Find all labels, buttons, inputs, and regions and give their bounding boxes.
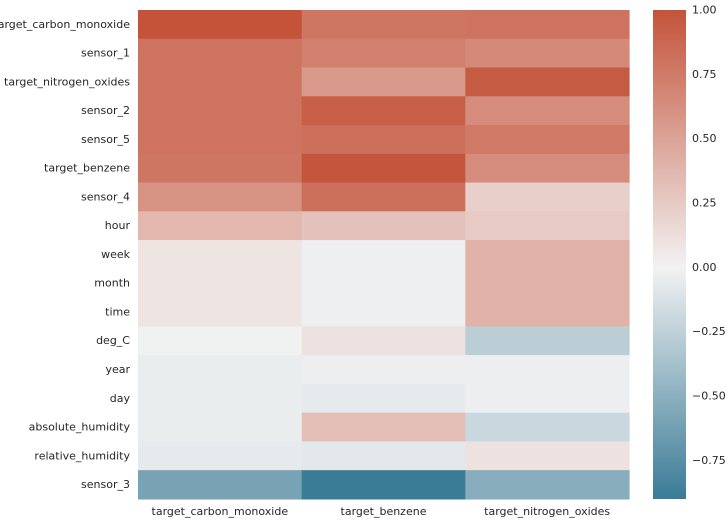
cell-target-carbon-monoxide-target-benzene — [301, 10, 466, 40]
cell-sensor-2-target-carbon-monoxide — [138, 96, 303, 126]
cell-day-target-nitrogen-oxides — [465, 383, 630, 414]
y-tick-label: sensor_5 — [81, 133, 130, 146]
y-tick-label: week — [101, 248, 131, 261]
x-tick-labels: target_carbon_monoxide target_benzene targ… — [152, 505, 611, 518]
cell-sensor-1-target-carbon-monoxide — [138, 38, 303, 69]
cell-sensor-5-target-benzene — [301, 125, 466, 155]
cell-target-benzene-target-carbon-monoxide — [138, 153, 303, 184]
cell-relative-humidity-target-benzene — [301, 441, 466, 471]
cell-time-target-carbon-monoxide — [138, 297, 303, 327]
cell-sensor-2-target-benzene — [301, 96, 466, 126]
y-tick-label: sensor_4 — [81, 190, 130, 203]
y-tick-label: absolute_humidity — [29, 421, 131, 434]
cell-target-nitrogen-oxides-target-nitrogen-oxides — [465, 67, 630, 97]
cell-target-carbon-monoxide-target-nitrogen-oxides — [465, 10, 630, 40]
y-tick-labels: target_carbon_monoxide sensor_1 target_nit… — [0, 18, 131, 491]
cell-sensor-3-target-carbon-monoxide — [138, 470, 303, 500]
cell-year-target-benzene — [301, 355, 466, 385]
cell-week-target-benzene — [301, 240, 466, 270]
y-tick-label: deg_C — [96, 334, 130, 347]
colorbar-gradient — [653, 10, 686, 499]
y-tick-label: sensor_3 — [81, 478, 130, 491]
colorbar-tick-label: −0.25 — [692, 325, 726, 338]
colorbar-tick-label: 0.50 — [692, 132, 717, 145]
cell-month-target-benzene — [301, 268, 466, 299]
cell-year-target-nitrogen-oxides — [465, 355, 630, 385]
cell-sensor-4-target-nitrogen-oxides — [465, 182, 630, 212]
cell-absolute-humidity-target-benzene — [301, 412, 466, 442]
cell-sensor-3-target-benzene — [301, 470, 466, 500]
cell-sensor-4-target-carbon-monoxide — [138, 182, 303, 212]
y-tick-label: year — [105, 363, 130, 376]
cell-month-target-carbon-monoxide — [138, 268, 303, 299]
cell-target-nitrogen-oxides-target-benzene — [301, 67, 466, 97]
cell-target-carbon-monoxide-target-carbon-monoxide — [138, 10, 303, 40]
y-tick-label: sensor_2 — [81, 104, 130, 117]
cell-sensor-4-target-benzene — [301, 182, 466, 212]
cell-target-benzene-target-nitrogen-oxides — [465, 153, 630, 184]
colorbar-tick-label: 1.00 — [692, 4, 717, 17]
y-tick-label: target_nitrogen_oxides — [4, 75, 130, 88]
cell-sensor-1-target-nitrogen-oxides — [465, 38, 630, 69]
cell-week-target-nitrogen-oxides — [465, 240, 630, 270]
colorbar-tick-label: −0.50 — [692, 390, 726, 403]
cell-month-target-nitrogen-oxides — [465, 268, 630, 299]
colorbar — [653, 10, 686, 499]
colorbar-tick-label: 0.00 — [692, 261, 717, 274]
cell-deg-C-target-benzene — [301, 326, 466, 356]
colorbar-tick-label: 0.25 — [692, 197, 717, 210]
heatmap-cells — [138, 10, 630, 500]
cell-sensor-3-target-nitrogen-oxides — [465, 470, 630, 500]
x-tick-label: target_carbon_monoxide — [152, 505, 289, 518]
cell-deg-C-target-carbon-monoxide — [138, 326, 303, 356]
cell-target-benzene-target-benzene — [301, 153, 466, 184]
cell-absolute-humidity-target-carbon-monoxide — [138, 412, 303, 442]
cell-hour-target-carbon-monoxide — [138, 211, 303, 241]
cell-day-target-benzene — [301, 383, 466, 414]
x-tick-label: target_nitrogen_oxides — [484, 505, 610, 518]
y-tick-label: sensor_1 — [81, 47, 130, 60]
x-tick-label: target_benzene — [341, 505, 427, 518]
cell-sensor-1-target-benzene — [301, 38, 466, 69]
cell-time-target-nitrogen-oxides — [465, 297, 630, 327]
cell-hour-target-nitrogen-oxides — [465, 211, 630, 241]
cell-sensor-5-target-nitrogen-oxides — [465, 125, 630, 155]
y-tick-label: relative_humidity — [34, 449, 130, 462]
cell-time-target-benzene — [301, 297, 466, 327]
colorbar-tick-label: 0.75 — [692, 68, 717, 81]
y-tick-label: day — [110, 392, 131, 405]
cell-day-target-carbon-monoxide — [138, 383, 303, 414]
cell-relative-humidity-target-nitrogen-oxides — [465, 441, 630, 471]
y-tick-label: target_carbon_monoxide — [0, 18, 130, 31]
colorbar-tick-label: −0.75 — [692, 454, 726, 467]
y-tick-label: hour — [105, 219, 131, 232]
cell-relative-humidity-target-carbon-monoxide — [138, 441, 303, 471]
cell-hour-target-benzene — [301, 211, 466, 241]
cell-sensor-2-target-nitrogen-oxides — [465, 96, 630, 126]
cell-deg-C-target-nitrogen-oxides — [465, 326, 630, 356]
y-tick-label: time — [105, 305, 130, 318]
cell-sensor-5-target-carbon-monoxide — [138, 125, 303, 155]
y-tick-label: month — [94, 277, 130, 290]
cell-year-target-carbon-monoxide — [138, 355, 303, 385]
colorbar-tick-labels: 1.00 0.75 0.50 0.25 0.00 −0.25 −0.50 −0.75 — [692, 4, 726, 467]
cell-absolute-humidity-target-nitrogen-oxides — [465, 412, 630, 442]
cell-target-nitrogen-oxides-target-carbon-monoxide — [138, 67, 303, 97]
y-tick-label: target_benzene — [44, 162, 130, 175]
cell-week-target-carbon-monoxide — [138, 240, 303, 270]
